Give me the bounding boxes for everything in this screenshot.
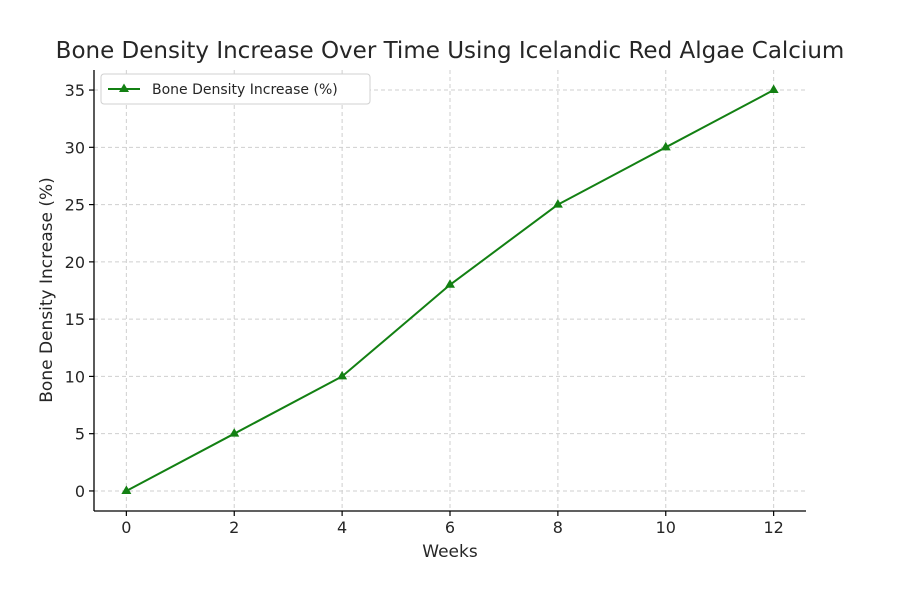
x-tick-label: 2	[229, 518, 239, 537]
legend-box	[100, 73, 371, 105]
x-tick-label: 4	[337, 518, 347, 537]
y-tick-label: 0	[75, 482, 85, 501]
x-tick-label: 8	[553, 518, 563, 537]
grid	[94, 70, 806, 511]
data-point-marker	[660, 141, 671, 151]
data-point-marker	[337, 370, 348, 380]
y-tick-label: 5	[75, 425, 85, 444]
x-tick-label: 0	[121, 518, 131, 537]
chart-title: Bone Density Increase Over Time Using Ic…	[56, 38, 845, 64]
y-tick-label: 35	[65, 81, 85, 100]
y-tick-label: 25	[65, 196, 85, 215]
y-tick-label: 20	[65, 253, 85, 272]
legend-label: Bone Density Increase (%)	[152, 82, 338, 98]
data-point-marker	[229, 428, 240, 437]
x-tick-label: 10	[656, 518, 676, 537]
legend: Bone Density Increase (%)	[100, 73, 371, 105]
data-point-marker	[768, 84, 779, 94]
ticks: 0 2 4 6 8 10 12 0 5 10 15 20 25 30 35	[65, 81, 784, 537]
y-tick-label: 30	[65, 138, 85, 157]
series	[121, 84, 779, 494]
data-point-marker	[121, 485, 132, 494]
data-point-marker	[552, 199, 563, 208]
y-tick-label: 10	[65, 367, 85, 386]
x-tick-label: 12	[763, 518, 783, 537]
legend-marker	[119, 83, 129, 92]
y-tick-label: 15	[65, 310, 85, 329]
y-axis-label: Bone Density Increase (%)	[37, 177, 57, 403]
x-axis-label: Weeks	[422, 542, 478, 562]
x-tick-label: 6	[445, 518, 455, 537]
data-point-marker	[445, 279, 455, 288]
